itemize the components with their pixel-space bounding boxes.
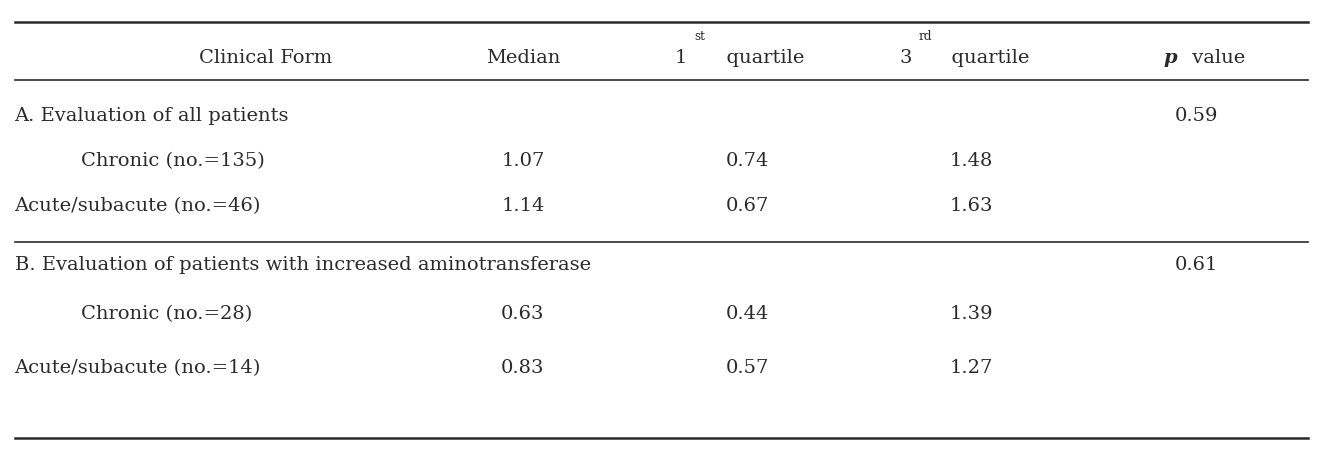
Text: Clinical Form: Clinical Form bbox=[198, 48, 332, 67]
Text: 1.14: 1.14 bbox=[501, 197, 545, 215]
Text: 1.07: 1.07 bbox=[501, 152, 545, 170]
Text: B. Evaluation of patients with increased aminotransferase: B. Evaluation of patients with increased… bbox=[15, 256, 590, 274]
Text: 0.67: 0.67 bbox=[725, 197, 769, 215]
Text: 1: 1 bbox=[675, 48, 687, 67]
Text: value: value bbox=[1185, 48, 1245, 67]
Text: Median: Median bbox=[486, 48, 560, 67]
Text: 0.59: 0.59 bbox=[1175, 107, 1218, 125]
Text: 0.83: 0.83 bbox=[501, 359, 545, 377]
Text: A. Evaluation of all patients: A. Evaluation of all patients bbox=[15, 107, 290, 125]
Text: 1.63: 1.63 bbox=[950, 197, 994, 215]
Text: quartile: quartile bbox=[714, 48, 804, 67]
Text: 0.63: 0.63 bbox=[501, 305, 545, 323]
Text: 0.57: 0.57 bbox=[725, 359, 769, 377]
Text: Acute/subacute (no.=14): Acute/subacute (no.=14) bbox=[15, 359, 261, 377]
Text: 3: 3 bbox=[900, 48, 912, 67]
Text: 1.39: 1.39 bbox=[950, 305, 994, 323]
Text: Chronic (no.=135): Chronic (no.=135) bbox=[81, 152, 265, 170]
Text: 1.48: 1.48 bbox=[950, 152, 994, 170]
Text: 0.44: 0.44 bbox=[725, 305, 769, 323]
Text: st: st bbox=[695, 29, 705, 43]
Text: quartile: quartile bbox=[939, 48, 1029, 67]
Text: p: p bbox=[1163, 48, 1177, 67]
Text: rd: rd bbox=[919, 29, 933, 43]
Text: 1.27: 1.27 bbox=[950, 359, 994, 377]
Text: 0.74: 0.74 bbox=[725, 152, 769, 170]
Text: Chronic (no.=28): Chronic (no.=28) bbox=[81, 305, 251, 323]
Text: Acute/subacute (no.=46): Acute/subacute (no.=46) bbox=[15, 197, 261, 215]
Text: 0.61: 0.61 bbox=[1175, 256, 1218, 274]
